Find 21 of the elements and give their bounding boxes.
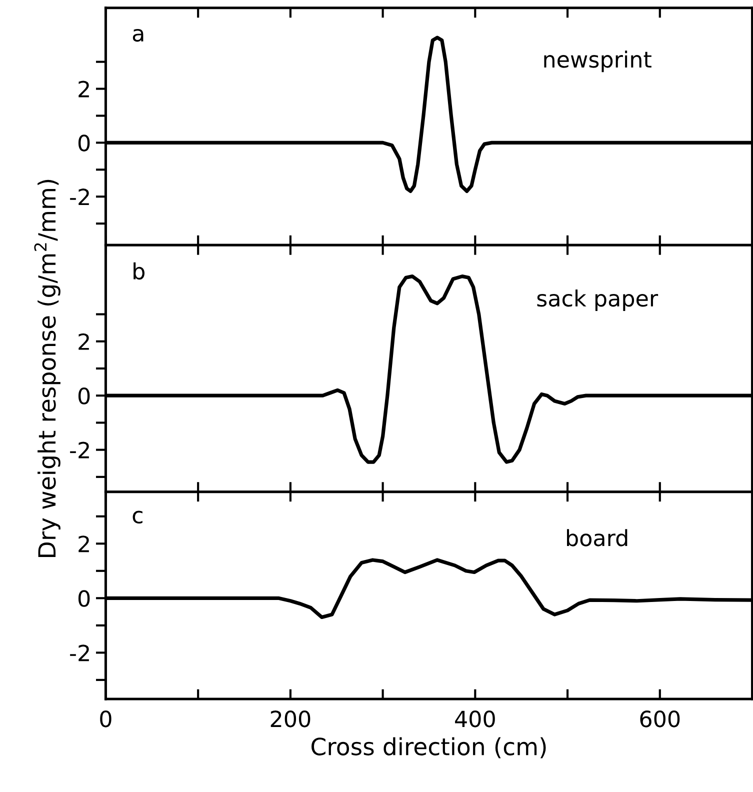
y-tick-label: 2: [78, 333, 89, 350]
x-axis-title: Cross direction (cm): [312, 737, 546, 758]
annotation: newsprint: [544, 50, 652, 72]
y-tick-label: 2: [78, 80, 89, 98]
y-tick-label: 0: [78, 388, 90, 404]
y-tick-label: -2: [70, 442, 89, 458]
annotation: c: [132, 510, 142, 524]
annotation: board: [567, 529, 628, 546]
y-tick-label: -2: [70, 644, 89, 662]
x-tick-label: 0: [100, 710, 112, 728]
y-axis-title: Dry weight response (g/m$^{2}$/mm): [34, 180, 60, 557]
y-tick-label: -2: [70, 188, 89, 206]
y-tick-label: 2: [78, 536, 89, 552]
annotation: b: [134, 262, 144, 280]
x-tick-label: 400: [455, 710, 495, 728]
annotation: a: [132, 28, 144, 42]
y-tick-label: 0: [78, 134, 90, 152]
annotation: sack paper: [537, 290, 658, 312]
y-tick-label: 0: [78, 590, 90, 607]
x-tick-label: 200: [270, 710, 310, 728]
x-tick-label: 600: [640, 710, 680, 728]
